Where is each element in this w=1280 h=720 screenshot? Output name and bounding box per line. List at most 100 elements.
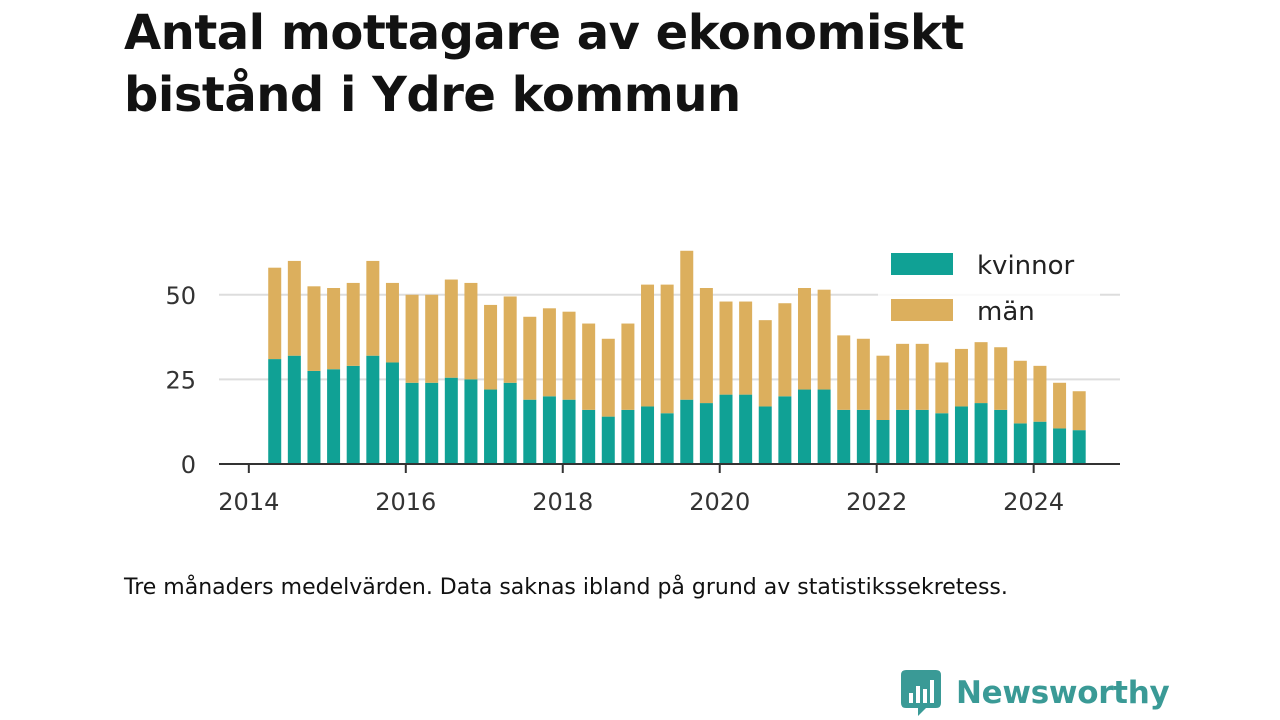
bar-kvinnor [385,362,399,464]
bar-man [562,311,576,400]
bar-man [935,362,949,414]
legend-swatch [891,299,953,321]
bar-man [464,282,478,380]
bar-kvinnor [464,379,478,464]
y-tick-label: 0 [181,451,196,479]
bar-kvinnor [268,359,282,464]
x-tick-label: 2024 [1003,488,1064,516]
bar-kvinnor [915,409,929,464]
bar-man [778,303,792,397]
bar-man [974,342,988,404]
bar-man [896,343,910,410]
bar-kvinnor [896,409,910,464]
bar-kvinnor [1053,428,1067,464]
bar-man [817,289,831,390]
bar-chart: 0 25 50 2014 2016 2018 2020 2022 2024 kvinnor män [165,246,1120,516]
bar-man [346,282,360,366]
bar-kvinnor [287,355,301,464]
bar-kvinnor [837,409,851,464]
legend-label: män [977,297,1035,327]
bar-man [719,301,733,395]
bar-man [327,288,341,370]
bar-kvinnor [660,413,674,464]
bar-man [660,284,674,414]
bar-kvinnor [856,409,870,464]
bar-man [425,294,439,383]
bar-man [385,282,399,363]
legend-label: kvinnor [977,251,1075,281]
x-tick-label: 2018 [532,488,593,516]
bar-kvinnor [1072,430,1086,464]
bar-man [621,323,635,410]
chart-title: Antal mottagare av ekonomiskt bistånd i … [124,5,964,123]
bar-man [601,338,615,417]
bar-man [307,286,321,371]
bar-kvinnor [758,406,772,464]
bar-kvinnor [876,420,890,464]
bar-man [699,288,713,404]
chart-caption: Tre månaders medelvärden. Data saknas ib… [124,575,1008,600]
bar-man [287,260,301,356]
x-tick-label: 2014 [218,488,279,516]
bar-man [641,284,655,407]
bar-man [954,348,968,407]
bar-man [444,279,458,378]
bar-man [797,288,811,390]
bar-kvinnor [346,365,360,464]
bar-kvinnor [719,394,733,464]
bar-kvinnor [444,377,458,464]
bar-kvinnor [405,382,419,464]
bar-man [503,296,517,383]
brand-logo: Newsworthy [900,668,1170,718]
bar-kvinnor [797,389,811,464]
bar-man [680,250,694,400]
bar-kvinnor [425,382,439,464]
bar-kvinnor [366,355,380,464]
bar-kvinnor [307,370,321,464]
bar-man [739,301,753,395]
x-tick-label: 2020 [689,488,750,516]
bar-kvinnor [601,416,615,464]
bar-man [484,304,498,390]
bar-man [915,343,929,410]
bar-kvinnor [621,409,635,464]
bar-kvinnor [542,396,556,464]
bar-kvinnor [699,403,713,464]
bar-kvinnor [523,399,537,464]
y-tick-label: 25 [165,366,196,394]
brand-name: Newsworthy [956,675,1170,711]
bar-man [758,320,772,407]
y-tick-label: 50 [165,282,196,310]
legend: kvinnor män [878,246,1100,338]
bar-kvinnor [327,369,341,464]
legend-swatch [891,253,953,275]
bar-man [876,355,890,420]
bar-kvinnor [680,399,694,464]
bar-man [1033,365,1047,422]
bar-kvinnor [1033,421,1047,464]
bar-man [268,267,282,360]
bar-man [837,335,851,410]
bar-kvinnor [817,389,831,464]
x-tick-label: 2016 [375,488,436,516]
bar-kvinnor [994,409,1008,464]
bar-man [366,260,380,356]
bars [268,250,1086,464]
bar-kvinnor [562,399,576,464]
bar-kvinnor [739,394,753,464]
bar-kvinnor [641,406,655,464]
bar-kvinnor [778,396,792,464]
bar-man [1072,391,1086,431]
x-tick-label: 2022 [846,488,907,516]
bar-chart-speech-bubble-icon [901,670,941,716]
bar-man [1053,382,1067,429]
bar-man [523,316,537,400]
bar-kvinnor [935,413,949,464]
bar-man [542,308,556,397]
bar-kvinnor [582,409,596,464]
bar-kvinnor [974,403,988,464]
bar-man [856,338,870,410]
axes: 0 25 50 2014 2016 2018 2020 2022 2024 [165,282,1120,516]
bar-kvinnor [1013,423,1027,464]
bar-man [582,323,596,410]
